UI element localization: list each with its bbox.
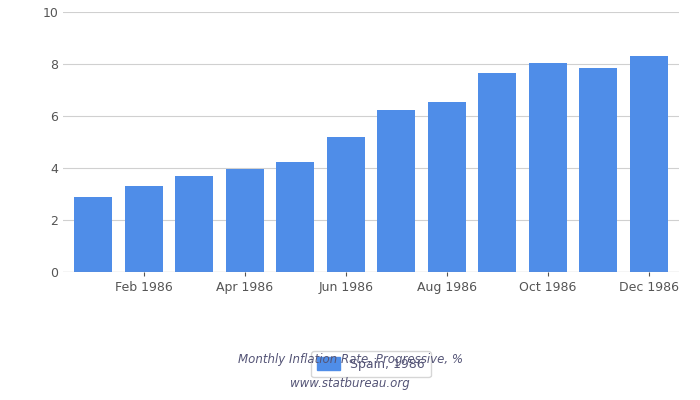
Bar (125, 186, 162, 272)
Bar (276, 162, 314, 272)
Bar (428, 102, 466, 272)
Bar (528, 63, 567, 272)
Bar (377, 110, 415, 272)
Bar (630, 56, 668, 272)
Text: Monthly Inflation Rate, Progressive, %: Monthly Inflation Rate, Progressive, % (237, 354, 463, 366)
Bar (175, 176, 214, 272)
Text: www.statbureau.org: www.statbureau.org (290, 378, 410, 390)
Bar (478, 73, 516, 272)
Bar (580, 68, 617, 272)
Bar (226, 169, 264, 272)
Bar (327, 137, 365, 272)
Bar (74, 196, 112, 272)
Legend: Spain, 1986: Spain, 1986 (312, 351, 430, 377)
